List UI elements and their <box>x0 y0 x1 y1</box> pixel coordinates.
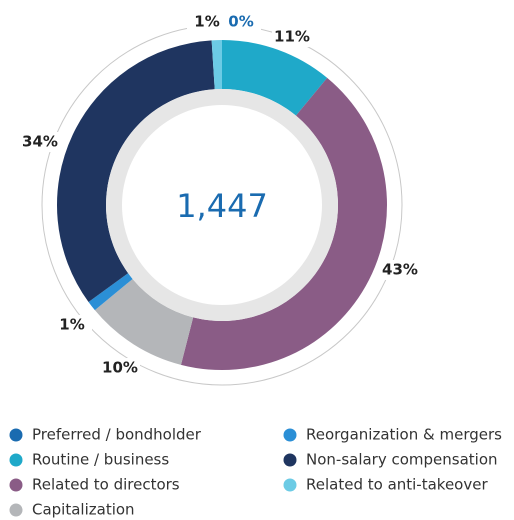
donut-slice <box>57 40 215 302</box>
donut-slice <box>94 278 194 365</box>
legend-swatch <box>9 428 23 442</box>
donut-slice <box>180 77 387 370</box>
value-label: 11% <box>274 28 310 46</box>
legend-label: Reorganization & mergers <box>306 426 502 444</box>
label-bg <box>187 12 227 32</box>
label-bg <box>272 27 312 47</box>
donut-slice <box>222 40 328 116</box>
donut-slice <box>88 273 133 311</box>
value-label: 34% <box>22 133 58 151</box>
value-label: 10% <box>102 359 138 377</box>
value-label: 1% <box>59 316 84 334</box>
value-label: 1% <box>194 13 219 31</box>
center-disc <box>122 105 322 305</box>
legend-swatch <box>9 453 23 467</box>
legend-swatch <box>9 478 23 492</box>
label-bg <box>52 315 92 335</box>
legend-label: Routine / business <box>32 451 169 469</box>
legend-label: Preferred / bondholder <box>32 426 202 444</box>
value-label: 43% <box>382 261 418 279</box>
value-label: 0% <box>228 13 253 31</box>
donut-slice <box>211 40 222 90</box>
label-bg <box>380 260 420 280</box>
legend-label: Capitalization <box>32 501 135 519</box>
legend-label: Related to anti-takeover <box>306 476 488 494</box>
label-bg <box>221 12 261 32</box>
legend-swatch <box>283 428 297 442</box>
legend-label: Non-salary compensation <box>306 451 498 469</box>
legend-swatch <box>9 503 23 517</box>
label-bg <box>20 132 60 152</box>
center-label: 1,447 <box>176 187 268 225</box>
legend-label: Related to directors <box>32 476 180 494</box>
legend-swatch <box>283 478 297 492</box>
legend-swatch <box>283 453 297 467</box>
label-bg <box>100 358 140 378</box>
